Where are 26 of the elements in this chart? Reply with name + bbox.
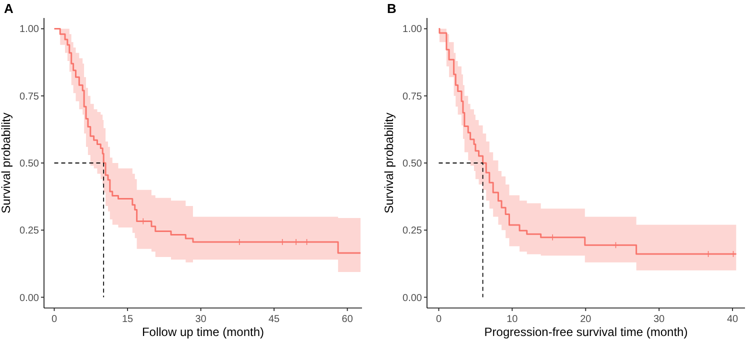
chart-title: B	[387, 1, 396, 16]
x-axis-title: Progression-free survival time (month)	[484, 325, 688, 339]
y-tick-label: 0.75	[20, 91, 40, 102]
y-tick-label: 1.00	[402, 24, 422, 36]
y-tick-label: 0.25	[402, 226, 422, 237]
x-tick-label: 40	[726, 314, 739, 325]
x-tick-label: 30	[654, 314, 666, 325]
y-tick-label: 1.00	[20, 24, 40, 36]
x-tick-label: 0	[51, 314, 58, 325]
y-tick-label: 0.75	[402, 91, 422, 102]
y-axis-title: Survival probability	[0, 112, 13, 214]
x-tick-label: 10	[506, 314, 518, 325]
x-tick-label: 20	[580, 314, 592, 325]
y-axis-title: Survival probability	[382, 112, 396, 214]
chart-title: A	[4, 1, 14, 16]
y-tick-label: 0.50	[402, 158, 422, 170]
x-tick-label: 30	[195, 314, 207, 325]
y-tick-label: 0.00	[20, 292, 40, 304]
y-tick-label: 0.25	[20, 226, 40, 237]
y-tick-label: 0.00	[402, 292, 422, 304]
x-tick-label: 15	[122, 314, 134, 325]
x-tick-label: 60	[342, 314, 354, 325]
x-tick-label: 0	[436, 314, 442, 325]
x-tick-label: 45	[268, 314, 280, 325]
x-axis-title: Follow up time (month)	[142, 325, 264, 339]
y-tick-label: 0.50	[20, 158, 40, 170]
